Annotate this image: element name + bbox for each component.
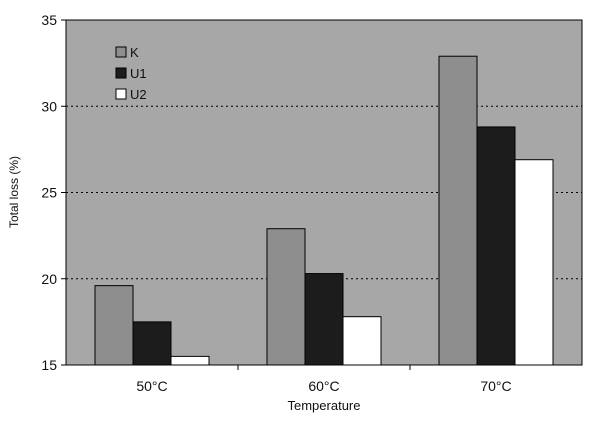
x-tick-label: 60°C: [308, 378, 339, 394]
x-tick-label: 70°C: [480, 378, 511, 394]
legend-swatch-u2: [115, 88, 127, 100]
legend-label-u2: U2: [130, 87, 147, 102]
bar-u1-2: [476, 126, 516, 366]
bar-u1-0: [132, 321, 172, 366]
x-tick-label: 50°C: [136, 378, 167, 394]
legend-swatch-k: [115, 46, 127, 58]
bar-u2-0: [170, 355, 210, 366]
y-tick-label: 30: [41, 98, 57, 114]
x-ticks: 50°C 60°C 70°C: [136, 365, 512, 394]
y-ticks: 15 20 25 30 35: [41, 12, 66, 373]
x-axis-label: Temperature: [288, 398, 361, 413]
legend-label-u1: U1: [130, 66, 147, 81]
bar-k-2: [438, 55, 478, 366]
bar-k-0: [94, 285, 134, 366]
bar-k-1: [266, 228, 306, 366]
legend-swatch-u1: [115, 67, 127, 79]
bar-u2-2: [514, 159, 554, 366]
bar-u1-1: [304, 273, 344, 366]
y-tick-label: 15: [41, 357, 57, 373]
bar-u2-1: [342, 316, 382, 366]
y-axis-label: Total loss (%): [7, 156, 21, 228]
legend-label-k: K: [130, 45, 139, 60]
y-tick-label: 35: [41, 12, 57, 28]
legend: K U1 U2: [115, 45, 147, 102]
y-tick-label: 25: [41, 185, 57, 201]
bars: [94, 55, 554, 366]
y-tick-label: 20: [41, 271, 57, 287]
